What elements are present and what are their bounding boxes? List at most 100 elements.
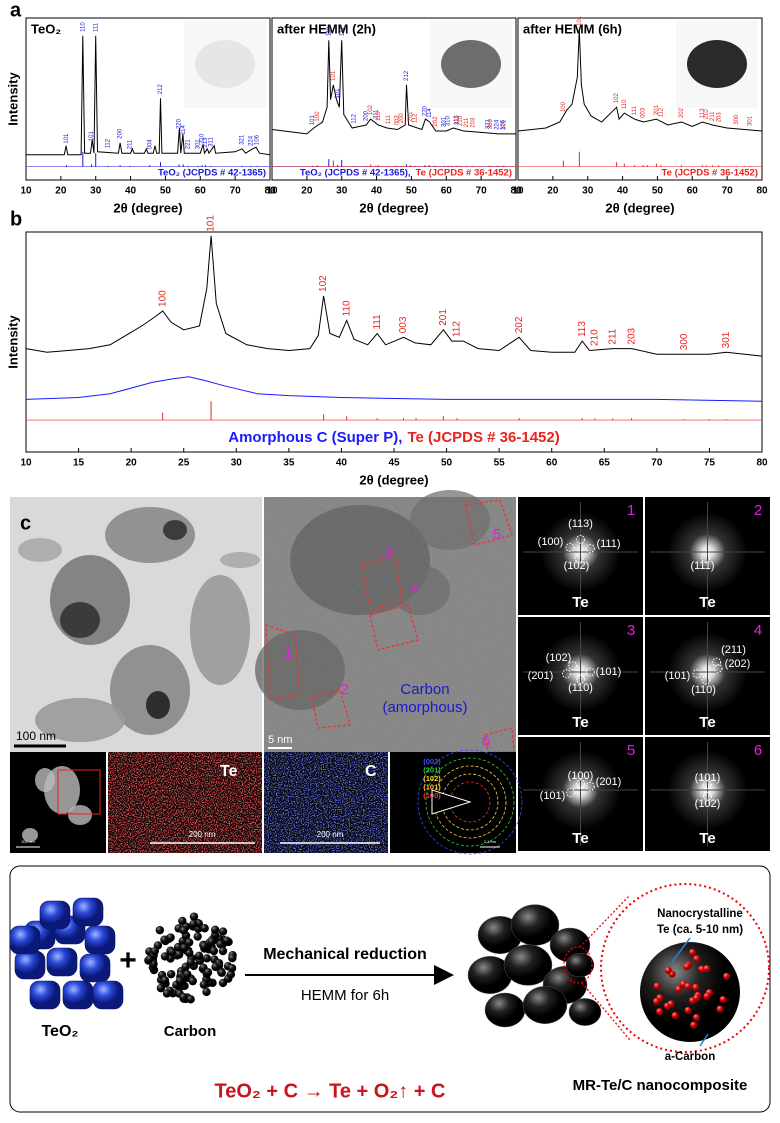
arrow-label: HEMM for 6h [301, 987, 389, 1004]
spot-marker [574, 553, 584, 563]
peak-label: 202 [433, 116, 439, 127]
particle [35, 698, 125, 742]
particle [60, 602, 100, 638]
peak-label: 106 [501, 119, 507, 130]
ring-label: (100) [423, 791, 441, 800]
x-tick-label: 20 [301, 186, 313, 197]
spot-marker [703, 780, 712, 790]
carbon-particle [160, 952, 170, 961]
spot-marker [565, 543, 575, 552]
x-tick-label: 50 [406, 186, 418, 197]
carbon-particle [188, 976, 197, 986]
y-axis-label: Intensity [5, 315, 20, 369]
carbon-particle [193, 932, 202, 941]
spot-marker [585, 543, 595, 553]
peak-label: 100 [157, 290, 168, 307]
carbon-particle [226, 970, 236, 979]
spot-label: (101) [540, 790, 566, 802]
peak-label: 112 [351, 113, 357, 123]
panel-label: c [20, 512, 31, 534]
peak-label: 210 [589, 329, 600, 346]
teo2-particle [46, 947, 78, 977]
region-number: 6 [482, 733, 490, 750]
scale-label: 100 nm [16, 729, 56, 743]
teo2-particle [72, 897, 104, 927]
fft-phase: Te [572, 714, 588, 731]
spot-marker [712, 657, 722, 667]
peak-label: 201 [438, 309, 449, 326]
particle [35, 768, 55, 792]
peak-label: 110 [376, 111, 382, 121]
x-tick-label: 40 [617, 186, 629, 197]
carbon-particle [179, 992, 188, 1002]
carbon-particle [167, 947, 177, 957]
peak-label: 004 [147, 139, 153, 150]
carbon-particle [218, 927, 228, 936]
spot-marker [576, 779, 585, 789]
peak-label: 111 [372, 314, 383, 330]
te-nanocrystal [684, 982, 692, 990]
pattern-line [26, 35, 271, 156]
peak-label: 106 [255, 134, 261, 145]
chart-title: after HEMM (2h) [277, 21, 376, 36]
x-tick-label: 50 [441, 458, 453, 469]
legend-entry: Te (JCPDS # 36-1452) [662, 168, 758, 179]
ring-label: (101) [423, 782, 441, 791]
region-outline [361, 554, 403, 611]
te-nanocrystal [683, 963, 691, 971]
carbon-particle [216, 940, 225, 949]
spot-label: (201) [528, 670, 554, 682]
x-tick-label: 60 [687, 186, 699, 197]
peak-label: 102 [368, 104, 374, 115]
peak-label: 220 [177, 118, 183, 129]
map-label: C [365, 763, 377, 780]
x-tick-label: 10 [512, 186, 524, 197]
peak-label: 003 [641, 107, 647, 118]
ring-label: (201) [423, 765, 441, 774]
peak-label: 301 [721, 331, 732, 348]
spot-label: (110) [691, 684, 716, 696]
carbon-particle [145, 954, 154, 964]
diffraction-ring [417, 749, 523, 855]
fft-number: 6 [754, 742, 762, 759]
fft-number: 3 [627, 622, 635, 639]
carbon-particle [227, 964, 237, 973]
x-axis-label: 2θ (degree) [359, 200, 428, 215]
peak-label: 110 [341, 300, 352, 316]
fft-number: 2 [754, 502, 762, 519]
spot-marker [703, 791, 712, 801]
ring-label: (003) [423, 757, 441, 766]
peak-label: 101 [89, 131, 95, 142]
x-tick-label: 35 [283, 458, 295, 469]
carbon-particle [189, 912, 199, 921]
x-axis-label: 2θ (degree) [113, 200, 182, 215]
x-tick-label: 40 [125, 186, 137, 197]
peak-label: 200 [118, 128, 124, 139]
particle [163, 520, 187, 540]
teo2-particle [29, 980, 61, 1010]
spot-label: (100) [538, 536, 564, 548]
powder-sample [195, 40, 255, 88]
fft-number: 1 [627, 502, 635, 519]
peak-label: 212 [158, 84, 164, 95]
scale-label: 2 1/nm [484, 839, 497, 844]
zoom-region [563, 946, 593, 984]
reactant-label: Carbon [164, 1023, 217, 1040]
peak-label: 301 [748, 115, 754, 126]
spot-marker [701, 675, 711, 685]
particle [190, 575, 250, 685]
spot-marker [692, 669, 702, 679]
particle [22, 828, 38, 842]
carbon-particle [162, 989, 172, 998]
x-tick-label: 25 [178, 458, 190, 469]
composite-sphere [640, 942, 740, 1042]
te-map-dots [108, 752, 262, 853]
region-outline [311, 689, 351, 729]
te-nanocrystal [684, 1006, 692, 1015]
te-nanocrystal [656, 1008, 664, 1016]
fft-phase: Te [699, 594, 715, 611]
zoom-title: Nanocrystalline [657, 908, 743, 920]
legend-entry: TeO₂ (JCPDS # 42-1365), [300, 168, 411, 179]
spot-label: (111) [596, 538, 620, 550]
x-tick-label: 60 [195, 186, 207, 197]
